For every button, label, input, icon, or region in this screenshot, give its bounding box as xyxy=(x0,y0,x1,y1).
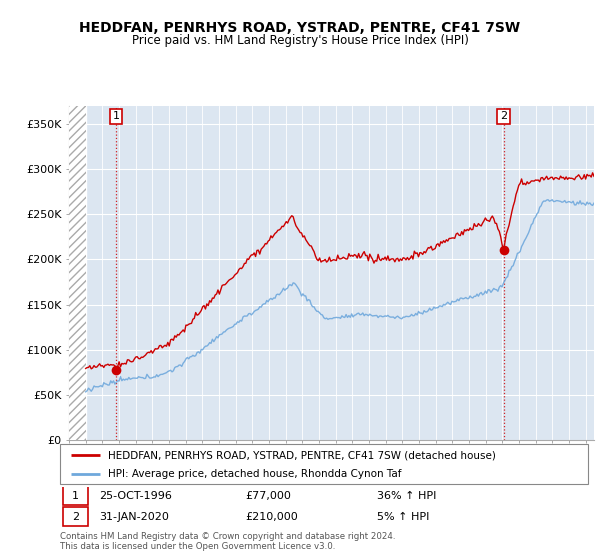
Bar xyxy=(69,106,86,440)
Text: £210,000: £210,000 xyxy=(245,512,298,521)
Text: HEDDFAN, PENRHYS ROAD, YSTRAD, PENTRE, CF41 7SW: HEDDFAN, PENRHYS ROAD, YSTRAD, PENTRE, C… xyxy=(79,21,521,35)
Text: Contains HM Land Registry data © Crown copyright and database right 2024.
This d: Contains HM Land Registry data © Crown c… xyxy=(60,532,395,552)
Text: 31-JAN-2020: 31-JAN-2020 xyxy=(100,512,169,521)
Text: 1: 1 xyxy=(72,491,79,501)
Text: 2: 2 xyxy=(500,111,507,122)
Text: HEDDFAN, PENRHYS ROAD, YSTRAD, PENTRE, CF41 7SW (detached house): HEDDFAN, PENRHYS ROAD, YSTRAD, PENTRE, C… xyxy=(107,450,496,460)
FancyBboxPatch shape xyxy=(60,444,588,484)
Bar xyxy=(69,106,86,440)
Text: 5% ↑ HPI: 5% ↑ HPI xyxy=(377,512,429,521)
Text: 1: 1 xyxy=(113,111,119,122)
Text: Price paid vs. HM Land Registry's House Price Index (HPI): Price paid vs. HM Land Registry's House … xyxy=(131,34,469,46)
Text: 25-OCT-1996: 25-OCT-1996 xyxy=(100,491,172,501)
FancyBboxPatch shape xyxy=(62,507,88,526)
FancyBboxPatch shape xyxy=(62,486,88,505)
Text: 36% ↑ HPI: 36% ↑ HPI xyxy=(377,491,436,501)
Text: HPI: Average price, detached house, Rhondda Cynon Taf: HPI: Average price, detached house, Rhon… xyxy=(107,469,401,479)
Text: £77,000: £77,000 xyxy=(245,491,290,501)
Text: 2: 2 xyxy=(72,512,79,521)
